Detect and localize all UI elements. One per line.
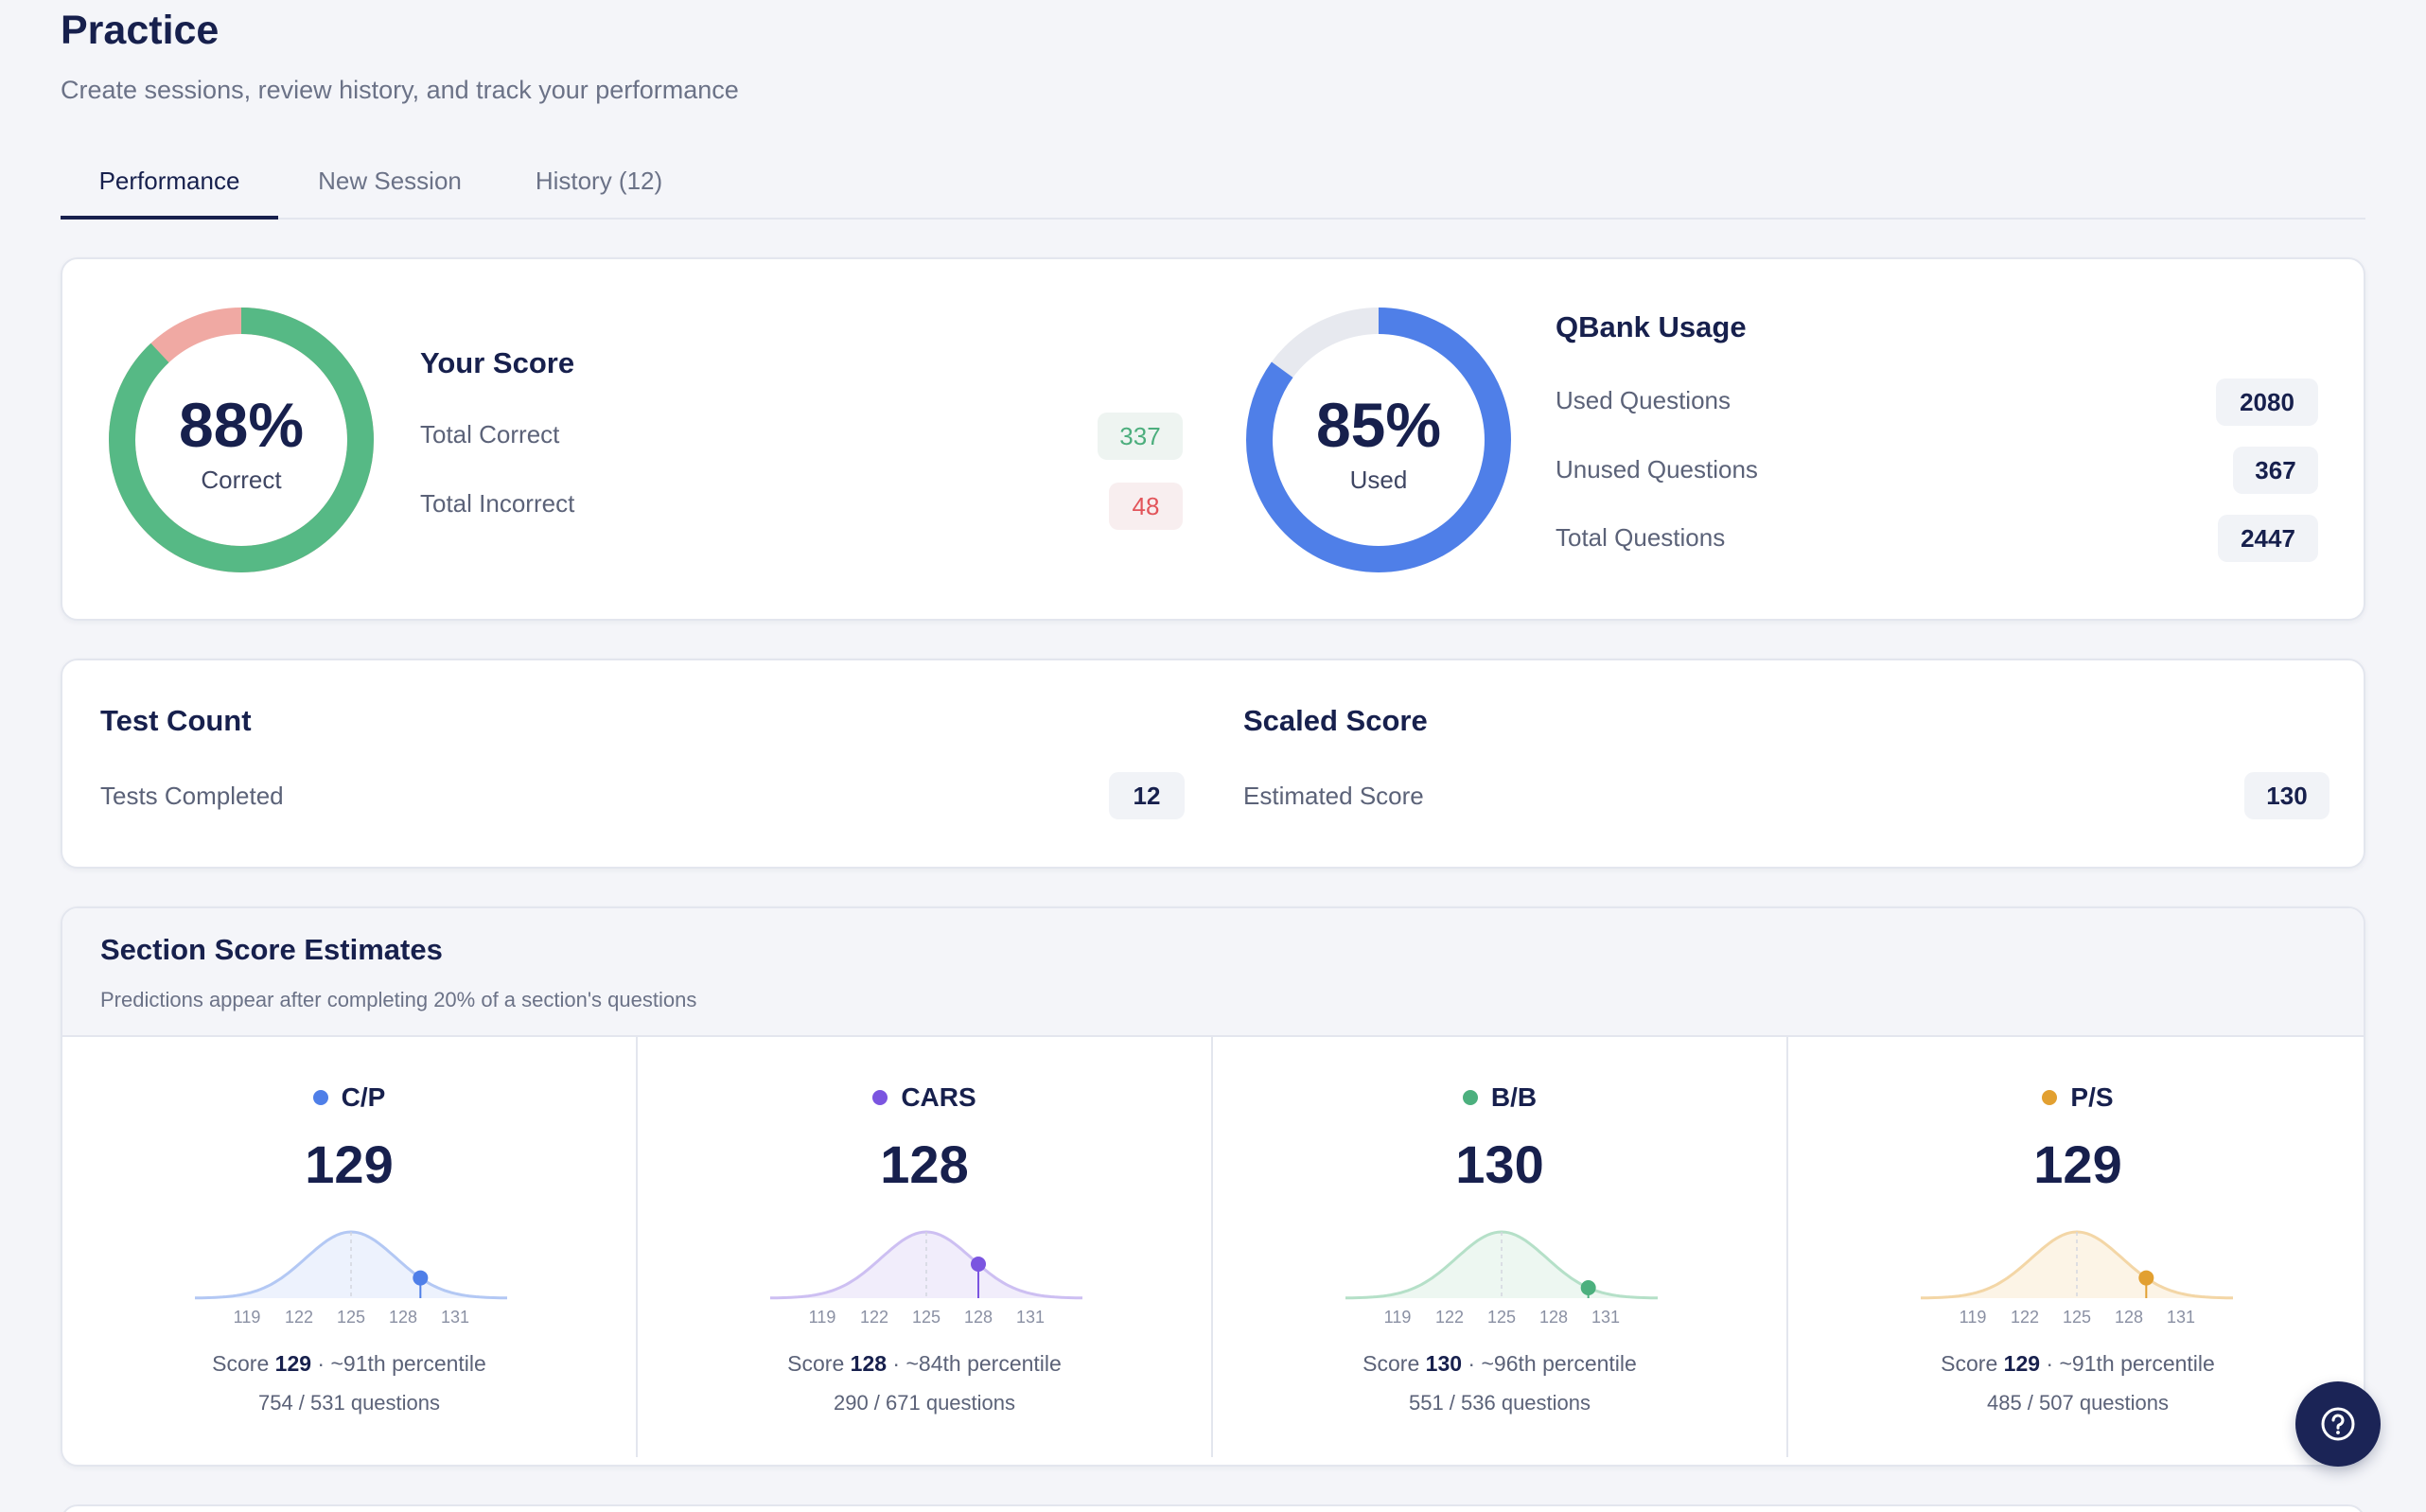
score-marker	[2138, 1270, 2154, 1286]
unused-questions-value: 367	[2233, 447, 2318, 494]
tests-completed-value: 12	[1109, 772, 1185, 819]
next-card-edge	[61, 1504, 2365, 1512]
score-donut: 88% Correct	[104, 303, 378, 577]
score-heading: Your Score	[420, 346, 575, 379]
section-estimates-title: Section Score Estimates	[100, 933, 443, 966]
section-score-line: Score 130 · ~96th percentile	[1362, 1351, 1637, 1376]
tab-new-session[interactable]: New Session	[318, 167, 462, 195]
help-button[interactable]	[2295, 1381, 2381, 1467]
curve-tick-label: 119	[1383, 1308, 1412, 1327]
total-questions-label: Total Questions	[1556, 523, 1726, 552]
total-correct-label: Total Correct	[420, 420, 560, 448]
total-correct-value: 337	[1098, 413, 1183, 460]
distribution-curve	[1345, 1230, 1658, 1300]
section-score-line: Score 129 · ~91th percentile	[212, 1351, 486, 1376]
qbank-heading: QBank Usage	[1556, 310, 1747, 343]
curve-tick-label: 131	[440, 1308, 470, 1327]
total-incorrect-value: 48	[1109, 483, 1183, 530]
section-score: 128	[880, 1134, 969, 1194]
score-marker	[413, 1270, 429, 1286]
total-incorrect-label: Total Incorrect	[420, 489, 575, 518]
tab-history[interactable]: History (12)	[535, 167, 663, 195]
test-stats-card: Test Count Tests Completed 12 Scaled Sco…	[61, 659, 2365, 869]
curve-tick-label: 122	[284, 1308, 314, 1327]
curve-ticks: 119 122 125 128 131	[195, 1308, 507, 1330]
page-title: Practice	[61, 8, 220, 53]
section-column-ps: P/S 129 119 122 125 128 131 Score 129 · ~91t…	[1788, 1037, 2364, 1457]
section-questions: 754 / 531 questions	[257, 1391, 441, 1415]
curve-tick-label: 125	[1486, 1308, 1517, 1327]
section-column-cars: CARS 128 119 122 125 128 131 Score 128 · ~84…	[638, 1037, 1213, 1457]
section-color-dot	[872, 1090, 888, 1105]
section-color-dot	[1462, 1090, 1478, 1105]
score-marker	[971, 1257, 986, 1273]
distribution-curve	[195, 1230, 507, 1300]
section-estimates-card: Section Score Estimates Predictions appe…	[61, 906, 2365, 1467]
section-color-dot	[312, 1090, 328, 1105]
estimated-score-value: 130	[2244, 772, 2329, 819]
distribution-curve	[770, 1230, 1082, 1300]
section-score: 129	[2033, 1134, 2122, 1194]
page-subtitle: Create sessions, review history, and tra…	[61, 76, 739, 104]
section-color-dot	[2042, 1090, 2058, 1105]
section-name: P/S	[2070, 1082, 2114, 1112]
curve-tick-label: 128	[963, 1308, 993, 1327]
scaled-score-heading: Scaled Score	[1243, 704, 1428, 737]
distribution-curve	[1921, 1230, 2233, 1300]
qbank-percent: 85%	[1315, 389, 1442, 460]
tab-performance[interactable]: Performance	[61, 167, 278, 220]
qbank-donut: 85% Used	[1241, 303, 1516, 577]
score-caption: Correct	[201, 465, 282, 494]
tests-completed-label: Tests Completed	[100, 782, 284, 810]
section-questions: 485 / 507 questions	[1986, 1391, 2170, 1415]
section-name: C/P	[341, 1082, 386, 1112]
curve-tick-label: 122	[859, 1308, 889, 1327]
curve-tick-label: 125	[2062, 1308, 2092, 1327]
section-estimates-header: Section Score Estimates Predictions appe…	[62, 908, 2364, 1037]
section-questions: 290 / 671 questions	[833, 1391, 1016, 1415]
unused-questions-label: Unused Questions	[1556, 455, 1758, 483]
section-score: 129	[305, 1134, 394, 1194]
curve-ticks: 119 122 125 128 131	[770, 1308, 1082, 1330]
curve-tick-label: 119	[233, 1308, 261, 1327]
help-circle-icon	[2321, 1407, 2355, 1441]
total-questions-value: 2447	[2218, 515, 2318, 562]
score-percent: 88%	[178, 389, 305, 460]
curve-tick-label: 128	[388, 1308, 418, 1327]
curve-ticks: 119 122 125 128 131	[1345, 1308, 1658, 1330]
section-name: B/B	[1490, 1082, 1538, 1112]
curve-tick-label: 119	[1959, 1308, 1987, 1327]
test-count-heading: Test Count	[100, 704, 252, 737]
curve-tick-label: 131	[2166, 1308, 2196, 1327]
curve-tick-label: 122	[1434, 1308, 1465, 1327]
qbank-caption: Used	[1349, 465, 1408, 494]
section-score: 130	[1455, 1134, 1544, 1194]
tab-bar: Performance New Session History (12)	[61, 157, 2365, 220]
section-questions: 551 / 536 questions	[1408, 1391, 1591, 1415]
curve-tick-label: 119	[808, 1308, 836, 1327]
curve-ticks: 119 122 125 128 131	[1921, 1308, 2233, 1330]
section-name: CARS	[901, 1082, 976, 1112]
curve-tick-label: 122	[2010, 1308, 2040, 1327]
curve-tick-label: 128	[1538, 1308, 1569, 1327]
estimated-score-label: Estimated Score	[1243, 782, 1424, 810]
curve-tick-label: 131	[1591, 1308, 1621, 1327]
section-score-line: Score 128 · ~84th percentile	[787, 1351, 1062, 1376]
section-estimates-subtitle: Predictions appear after completing 20% …	[100, 988, 697, 1011]
curve-tick-label: 131	[1015, 1308, 1046, 1327]
curve-tick-label: 125	[336, 1308, 366, 1327]
section-score-line: Score 129 · ~91th percentile	[1941, 1351, 2215, 1376]
curve-tick-label: 128	[2114, 1308, 2144, 1327]
section-column-cp: C/P 129 119 122 125 128 131 Score 129 · ~91t…	[62, 1037, 638, 1457]
score-marker	[1580, 1279, 1596, 1295]
used-questions-label: Used Questions	[1556, 386, 1731, 414]
used-questions-value: 2080	[2216, 378, 2318, 426]
section-column-bb: B/B 130 119 122 125 128 131 Score 130 · ~96t…	[1213, 1037, 1788, 1457]
performance-summary-card: 88% Correct Your Score Total Correct 337…	[61, 257, 2365, 621]
curve-tick-label: 125	[911, 1308, 941, 1327]
